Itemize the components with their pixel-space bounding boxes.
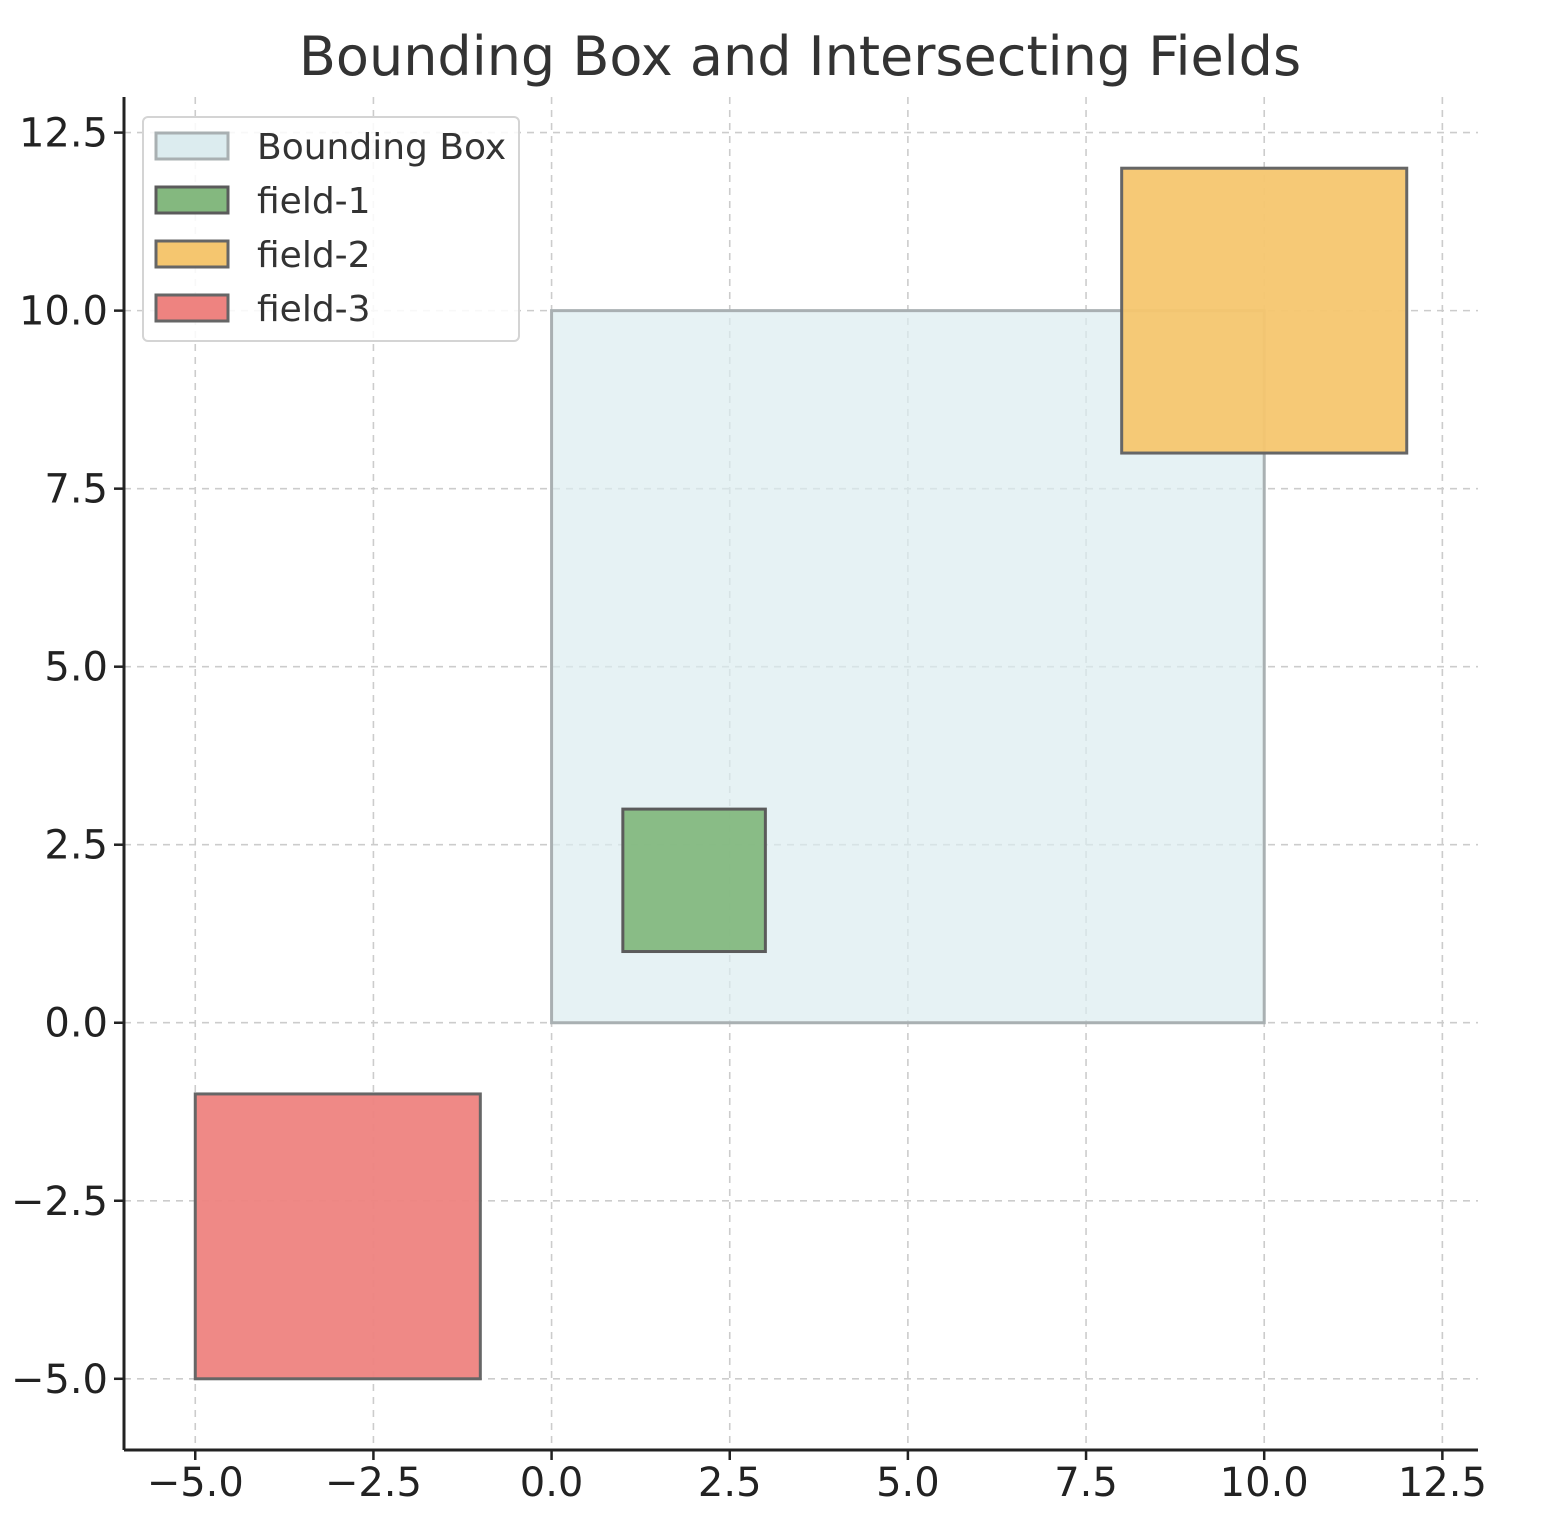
legend-swatch-field-1 (154, 185, 230, 215)
rect-field-3 (193, 1092, 482, 1381)
y-tick-label: −5.0 (11, 1357, 108, 1403)
chart-title: Bounding Box and Intersecting Fields (299, 25, 1301, 88)
x-tick-label: 7.5 (1054, 1460, 1118, 1506)
plot-area (193, 166, 1409, 1381)
rect-field-1 (621, 807, 767, 954)
legend-box (142, 116, 520, 342)
legend-swatch-field-2 (154, 239, 230, 269)
x-tick-label: 10.0 (1220, 1460, 1309, 1506)
y-tick-label: 10.0 (19, 289, 108, 335)
y-tick-label: −2.5 (11, 1179, 108, 1225)
rect-field-2 (1120, 166, 1409, 455)
legend-swatch-field-3 (154, 293, 230, 323)
legend-label-field-2: field-2 (257, 235, 371, 276)
legend-swatch-bounding-box (154, 131, 230, 161)
x-tick-label: −2.5 (325, 1460, 422, 1506)
y-tick-label: 5.0 (44, 645, 108, 691)
y-tick-label: 2.5 (44, 823, 108, 869)
x-tick-label: 12.5 (1398, 1460, 1487, 1506)
legend-label-bounding-box: Bounding Box (257, 127, 506, 168)
x-tick-label: 0.0 (520, 1460, 584, 1506)
y-tick-label: 12.5 (19, 111, 108, 157)
y-tick-label: 7.5 (44, 467, 108, 513)
legend-label-field-1: field-1 (257, 181, 371, 222)
legend: Bounding Box field-1 field-2 field-3 (142, 116, 520, 342)
y-tick-label: 0.0 (44, 1001, 108, 1047)
legend-label-field-3: field-3 (257, 289, 371, 330)
x-tick-label: −5.0 (147, 1460, 244, 1506)
x-tick-label: 5.0 (876, 1460, 940, 1506)
axes: −5.0 −2.5 0.0 2.5 5.0 7.5 10.0 12.5 −5.0 −2.5 0.0 2… (11, 97, 1487, 1506)
x-tick-label: 2.5 (698, 1460, 762, 1506)
